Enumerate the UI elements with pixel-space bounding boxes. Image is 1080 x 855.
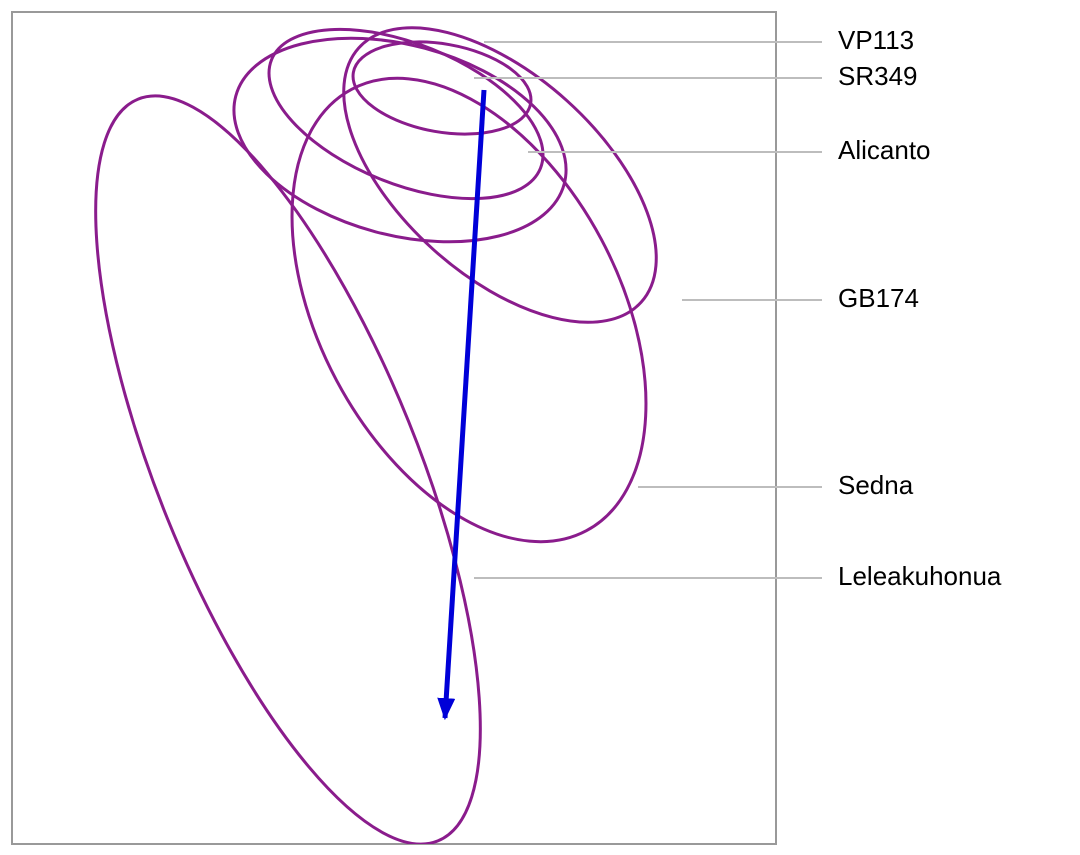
- label-vp113: VP113: [838, 25, 914, 55]
- label-leleakuhonua: Leleakuhonua: [838, 561, 1002, 591]
- orbit-diagram: VP113 SR349 Alicanto GB174 Sedna Leleakuhonua: [0, 0, 1080, 855]
- label-sr349: SR349: [838, 61, 918, 91]
- label-sedna: Sedna: [838, 470, 914, 500]
- label-gb174: GB174: [838, 283, 919, 313]
- plot-frame: [12, 12, 776, 844]
- label-alicanto: Alicanto: [838, 135, 931, 165]
